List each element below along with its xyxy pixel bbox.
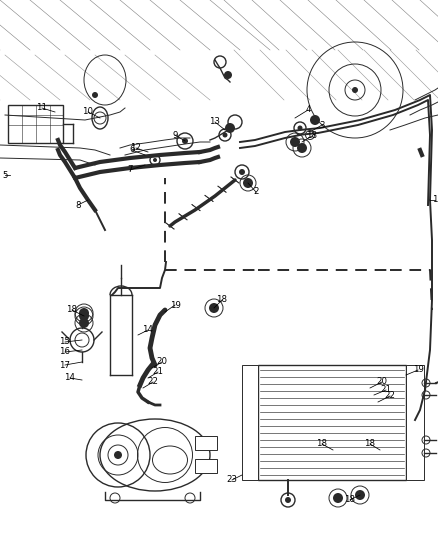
- Text: 18: 18: [317, 440, 328, 448]
- Circle shape: [290, 137, 300, 147]
- Circle shape: [79, 318, 89, 328]
- Circle shape: [114, 451, 122, 459]
- Circle shape: [243, 178, 253, 188]
- Text: 6: 6: [129, 146, 135, 155]
- Text: 2: 2: [253, 188, 259, 197]
- Text: 17: 17: [60, 360, 71, 369]
- Circle shape: [352, 87, 358, 93]
- Text: 1: 1: [432, 196, 438, 205]
- Text: 18: 18: [345, 496, 356, 505]
- Circle shape: [79, 311, 89, 321]
- Circle shape: [333, 493, 343, 503]
- Text: 10: 10: [82, 108, 93, 117]
- Bar: [406, 365, 424, 480]
- Circle shape: [225, 123, 235, 133]
- Bar: [242, 365, 258, 480]
- Text: 19: 19: [413, 366, 424, 375]
- Bar: [258, 365, 406, 480]
- Circle shape: [355, 490, 365, 500]
- Text: 11: 11: [36, 103, 47, 112]
- Text: 5: 5: [2, 171, 8, 180]
- Text: 14: 14: [64, 374, 75, 383]
- Text: 20: 20: [377, 377, 388, 386]
- Text: 23: 23: [226, 475, 237, 484]
- Bar: [195, 436, 217, 450]
- Text: 22: 22: [148, 377, 159, 386]
- Circle shape: [328, 445, 338, 455]
- Circle shape: [375, 445, 385, 455]
- Circle shape: [209, 303, 219, 313]
- Text: 15: 15: [60, 337, 71, 346]
- Circle shape: [310, 115, 320, 125]
- Bar: [195, 459, 217, 473]
- Text: 18: 18: [364, 440, 375, 448]
- Text: 7: 7: [127, 166, 133, 174]
- Text: 20: 20: [156, 358, 167, 367]
- Circle shape: [297, 125, 303, 131]
- Circle shape: [224, 71, 232, 79]
- Text: 13: 13: [209, 117, 220, 126]
- Text: 18: 18: [67, 305, 78, 314]
- Text: 12: 12: [131, 143, 141, 152]
- Text: 19: 19: [170, 301, 180, 310]
- Circle shape: [92, 92, 98, 98]
- Text: 21: 21: [152, 367, 163, 376]
- Text: 4: 4: [305, 106, 311, 115]
- Bar: [8, 105, 63, 143]
- Text: 18: 18: [216, 295, 227, 304]
- Text: 9: 9: [172, 131, 178, 140]
- Text: 3: 3: [319, 120, 325, 130]
- Text: 22: 22: [385, 392, 396, 400]
- Circle shape: [182, 138, 188, 144]
- Circle shape: [285, 497, 291, 503]
- Text: 16: 16: [60, 348, 71, 357]
- Text: 18: 18: [307, 132, 318, 141]
- Circle shape: [153, 158, 157, 162]
- Text: 21: 21: [381, 385, 392, 394]
- Text: 14: 14: [142, 326, 153, 335]
- Circle shape: [79, 308, 89, 318]
- Text: 8: 8: [75, 200, 81, 209]
- Circle shape: [223, 133, 227, 138]
- Circle shape: [297, 143, 307, 153]
- Circle shape: [239, 169, 245, 175]
